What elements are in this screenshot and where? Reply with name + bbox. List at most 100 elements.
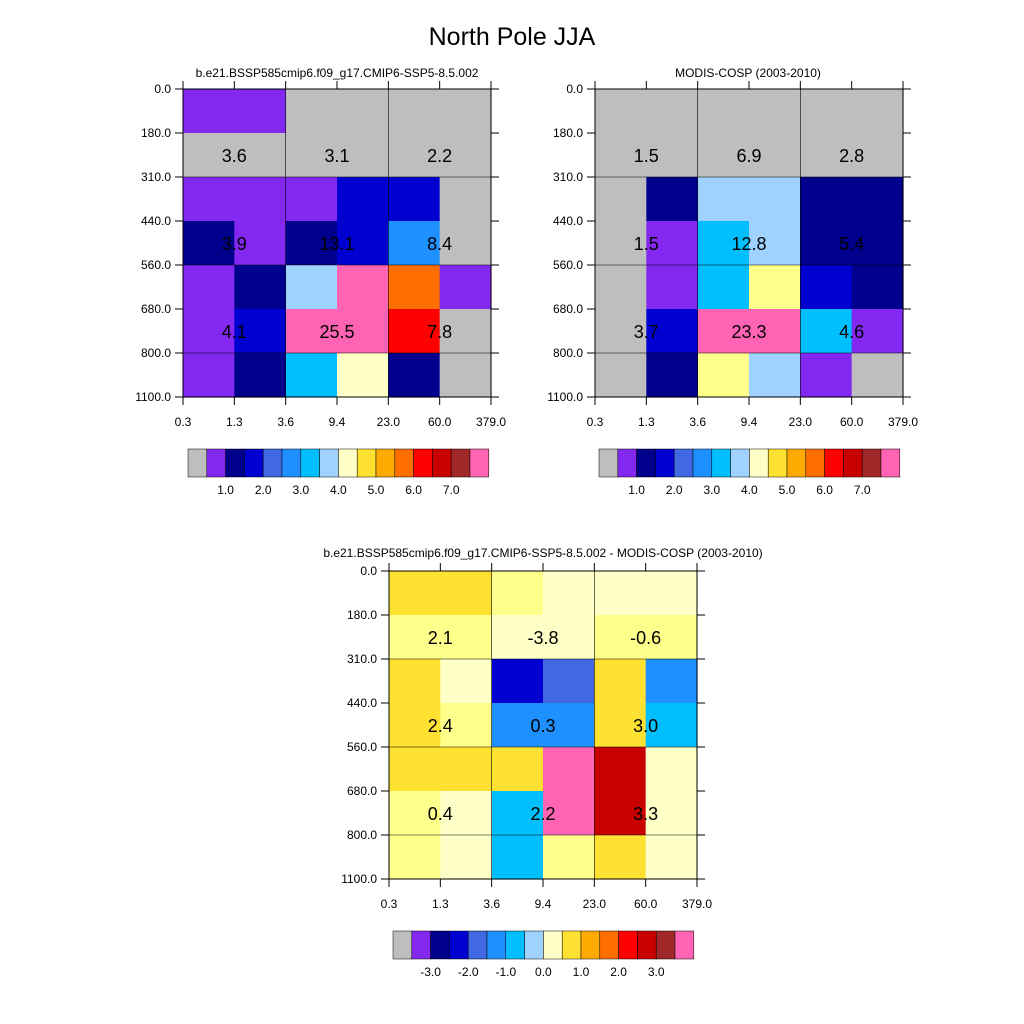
colorbar-swatch [655,448,675,478]
heatmap-cell [491,703,544,748]
y-tick-label: 180.0 [347,608,377,622]
cell-annotations: 2.1 -3.8 -0.6 2.4 0.3 3.0 0.4 2.2 3.3 [428,628,661,824]
heatmap-cell [337,221,389,266]
colorbar-swatch [674,930,695,960]
x-axis: 0.3 1.3 3.6 9.4 23.0 60.0 379.0 [587,81,918,429]
heatmap-cell [800,133,853,178]
heatmap-cell [285,221,338,266]
heatmap-cell [389,659,441,704]
colorbar-label: 1.0 [628,483,645,497]
cell-value: 0.4 [428,804,453,824]
colorbar-label: -2.0 [458,965,479,979]
y-tick-label: 0.0 [154,82,171,96]
y-tick-label: 0.0 [566,82,583,96]
colorbar-swatch [843,448,863,478]
cell-value: 3.0 [633,716,658,736]
cell-value: 5.4 [839,234,864,254]
heatmap-cell [440,571,493,616]
heatmap-cell [491,791,544,836]
heatmap-cell [234,89,287,134]
heatmap-cell [388,177,441,222]
colorbar-label: 6.0 [405,483,422,497]
colorbar-swatch [281,448,302,478]
y-tick-label: 560.0 [347,740,377,754]
y-tick-label: 440.0 [141,214,171,228]
colorbar-swatch [880,448,901,478]
colorbar-swatch [394,448,414,478]
y-tick-label: 310.0 [553,170,583,184]
heatmap-cell [851,133,904,178]
x-tick-label: 23.0 [377,415,401,429]
cell-value: 6.9 [736,146,761,166]
heatmap-cell [851,309,904,354]
y-tick-label: 800.0 [553,346,583,360]
x-tick-label: 1.3 [432,897,449,911]
colorbar-swatch [524,930,544,960]
colorbar-swatch [319,448,339,478]
cell-value: 0.3 [530,716,555,736]
colorbar-swatch [505,930,525,960]
colorbar-swatch [711,448,731,478]
colorbar-label: 3.0 [703,483,720,497]
colorbar-swatch [449,930,469,960]
x-tick-label: 60.0 [634,897,658,911]
heatmap-cell [389,791,441,836]
x-tick-label: 23.0 [789,415,813,429]
heatmap-cell [645,835,698,880]
heatmap-cell [389,747,441,792]
x-tick-label: 1.3 [226,415,243,429]
x-tick-label: 3.6 [689,415,706,429]
heatmap-cell [851,353,904,398]
cell-value: 12.8 [731,234,766,254]
colorbar-swatch [692,448,713,478]
heatmap-cell [285,309,338,354]
heatmap-cell [595,221,647,266]
colorbar: 1.0 2.0 3.0 4.0 5.0 6.0 7.0 [598,448,901,497]
colorbar-swatch [824,448,844,478]
y-tick-label: 1100.0 [135,390,171,404]
cell-value: 2.2 [427,146,452,166]
heatmap-cell [749,133,801,178]
heatmap-cell [800,89,853,134]
cell-value: 3.1 [324,146,349,166]
heatmap-cell [697,353,750,398]
heatmap-cell [851,221,904,266]
colorbar: 1.0 2.0 3.0 4.0 5.0 6.0 7.0 [187,448,490,497]
y-tick-label: 310.0 [347,652,377,666]
y-tick-label: 560.0 [141,258,171,272]
heatmap-cell [491,571,544,616]
heatmap-cell [697,133,750,178]
heatmap-cell [234,265,287,310]
colorbar-swatch [467,930,488,960]
heatmap-cell [749,177,801,222]
cell-value: -3.8 [527,628,558,648]
heatmap-cell [389,835,441,880]
heatmap-cell [594,571,647,616]
colorbar-swatch [375,448,396,478]
heatmap-cell [491,835,544,880]
colorbar-swatch [673,448,694,478]
cell-value: 3.7 [634,322,659,342]
y-tick-label: 560.0 [553,258,583,272]
colorbar-label: 2.0 [610,965,627,979]
heatmap-cell [749,353,801,398]
heatmap-cell [697,177,750,222]
heatmap-cell [337,133,389,178]
heatmap-cell [645,703,698,748]
cell-value: 4.1 [222,322,247,342]
heatmap-cell [234,177,287,222]
colorbar-swatch [543,930,563,960]
colorbar-swatch [411,930,431,960]
cell-value: 23.3 [731,322,766,342]
colorbar-swatch [206,448,226,478]
heatmap-cell [697,221,750,266]
heatmap-cell [285,265,338,310]
heatmap-cell [543,747,595,792]
colorbar-label: 0.0 [535,965,552,979]
heatmap-cell [439,265,492,310]
y-axis: 0.0 180.0 310.0 440.0 560.0 680.0 800.0 1100.0 [135,82,499,404]
heatmap-cell [800,177,853,222]
y-tick-label: 1100.0 [341,872,377,886]
heatmap-cell [183,177,235,222]
